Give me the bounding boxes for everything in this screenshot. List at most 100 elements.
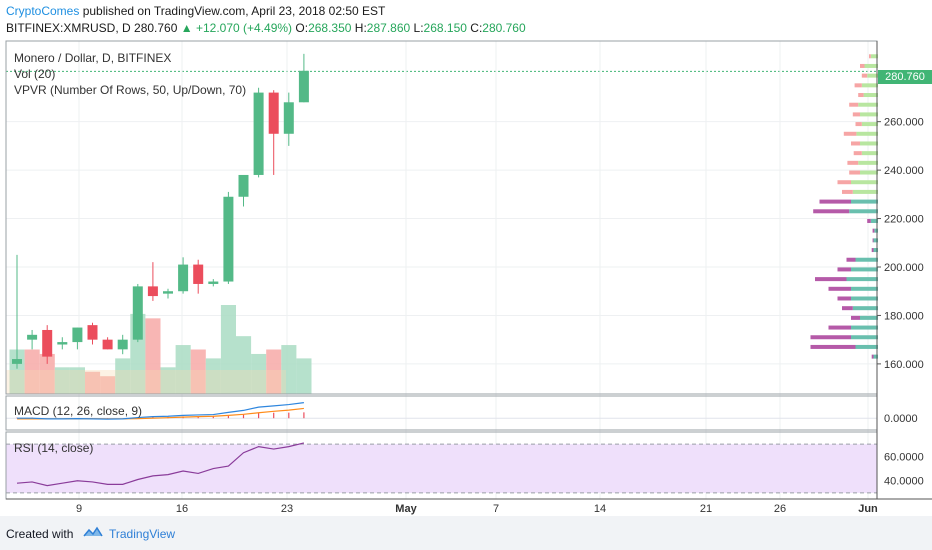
vpvr-up-bar <box>860 170 878 175</box>
price-tick-label: 220.000 <box>884 214 924 226</box>
vpvr-down-bar <box>847 160 859 165</box>
vpvr-down-bar <box>851 315 860 320</box>
vpvr-down-bar <box>852 112 860 117</box>
vpvr-up-bar <box>858 102 878 107</box>
vpvr-down-bar <box>849 102 859 107</box>
vpvr-up-bar <box>863 93 878 98</box>
volume-bar <box>190 349 206 394</box>
volume-bar <box>220 305 236 394</box>
vpvr-up-bar <box>851 335 878 340</box>
volume-bar <box>39 353 55 394</box>
vpvr-up-bar <box>874 228 878 233</box>
chart-background <box>0 0 932 516</box>
candle-body <box>147 286 158 297</box>
time-tick-label: 14 <box>594 503 606 515</box>
vpvr-down-bar <box>860 63 865 68</box>
time-axis: 9 16 23 May 7 14 21 26 Jun <box>76 503 878 515</box>
price-tick-label: 200.000 <box>884 262 924 274</box>
vpvr-up-bar <box>860 315 878 320</box>
tradingview-logo-icon[interactable] <box>82 525 104 539</box>
vpvr-down-bar <box>837 267 851 272</box>
candlesticks <box>12 53 309 369</box>
candle-body <box>12 359 22 364</box>
vpvr-down-bar <box>872 228 875 233</box>
candle-body <box>27 334 38 340</box>
macd-tick-label: 0.0000 <box>884 413 918 425</box>
vpvr-up-bar <box>873 238 878 243</box>
vpvr-down-bar <box>854 83 862 88</box>
time-tick-label: 16 <box>176 503 188 515</box>
volume-bar <box>115 358 131 394</box>
vpvr-down-bar <box>815 277 847 282</box>
vpvr-down-bar <box>867 218 871 223</box>
vpvr-up-bar <box>855 257 878 262</box>
vpvr-down-bar <box>819 199 851 204</box>
volume-bar <box>281 345 297 394</box>
time-tick-label: 21 <box>700 503 712 515</box>
rsi-tick-label: 40.0000 <box>884 476 924 488</box>
open-label: O: <box>295 21 309 35</box>
volume-bar <box>85 371 101 394</box>
pane-frames <box>5 40 932 500</box>
volume-bar <box>251 353 267 394</box>
vpvr-down-bar <box>813 209 850 214</box>
vpvr-down-bar <box>846 257 856 262</box>
macd-legend[interactable]: MACD (12, 26, close, 9) <box>14 404 143 418</box>
series-title[interactable]: Monero / Dollar, D, BITFINEX <box>14 51 172 65</box>
vpvr-up-bar <box>851 180 878 185</box>
volume-bar <box>24 349 40 394</box>
time-tick-label: 26 <box>774 503 786 515</box>
vpvr-up-bar <box>864 63 878 68</box>
vpvr-down-bar <box>837 296 851 301</box>
author-link[interactable]: CryptoComes <box>6 4 80 18</box>
time-tick-label: May <box>395 503 417 515</box>
candle-body <box>102 339 113 350</box>
candle-body <box>193 264 204 284</box>
price-axis: 260.000 240.000 220.000 200.000 180.000 160.0… <box>877 117 924 488</box>
candle-body <box>178 264 189 292</box>
vpvr-up-bar <box>851 325 878 330</box>
rsi-band-fill <box>6 444 877 493</box>
vpvr-up-bar <box>870 218 878 223</box>
vpvr-down-bar <box>843 131 857 136</box>
volume-bar <box>266 349 282 394</box>
volume-bar <box>236 336 252 394</box>
volume-bar <box>69 367 85 394</box>
vpvr-down-bar <box>851 141 860 146</box>
low-label: L: <box>413 21 424 35</box>
candle-body <box>132 286 143 340</box>
vpvr-down-bar <box>837 180 851 185</box>
vpvr-down-bar <box>849 170 860 175</box>
vpvr-up-bar <box>861 83 878 88</box>
candle-body <box>223 196 234 282</box>
vpvr-down-bar <box>861 73 868 78</box>
tradingview-brand[interactable]: TradingView <box>109 527 176 541</box>
chart-canvas[interactable]: 260.000240.000220.000200.000180.000160.0… <box>0 0 932 516</box>
volume-legend[interactable]: Vol (20) <box>14 67 56 81</box>
vpvr-up-bar <box>858 160 878 165</box>
vpvr-up-bar <box>846 277 878 282</box>
rsi-legend[interactable]: RSI (14, close) <box>14 441 94 455</box>
candle-body <box>283 102 294 134</box>
footer: Created with TradingView <box>0 516 932 550</box>
vpvr-up-bar <box>860 141 878 146</box>
close-value: 280.760 <box>482 21 526 35</box>
time-tick-label: 7 <box>493 503 499 515</box>
volume-bar <box>145 318 161 394</box>
candle-body <box>87 325 98 340</box>
candle-body <box>163 291 173 294</box>
vpvr-up-bar <box>861 122 878 127</box>
high-label: H: <box>354 21 367 35</box>
vpvr-up-bar <box>856 131 878 136</box>
vpvr-down-bar <box>828 325 851 330</box>
vpvr-legend[interactable]: VPVR (Number Of Rows, 50, Up/Down, 70) <box>14 83 247 97</box>
volume-ma-area <box>6 370 286 394</box>
price-tick-label: 240.000 <box>884 165 924 177</box>
vpvr-down-bar <box>853 151 862 156</box>
price-tick-label: 160.000 <box>884 359 924 371</box>
publish-line: CryptoComes published on TradingView.com… <box>6 4 385 18</box>
vpvr-down-bar <box>842 189 853 194</box>
time-tick-label: 23 <box>281 503 293 515</box>
macd-pane <box>6 402 877 420</box>
candle-body <box>117 339 128 350</box>
